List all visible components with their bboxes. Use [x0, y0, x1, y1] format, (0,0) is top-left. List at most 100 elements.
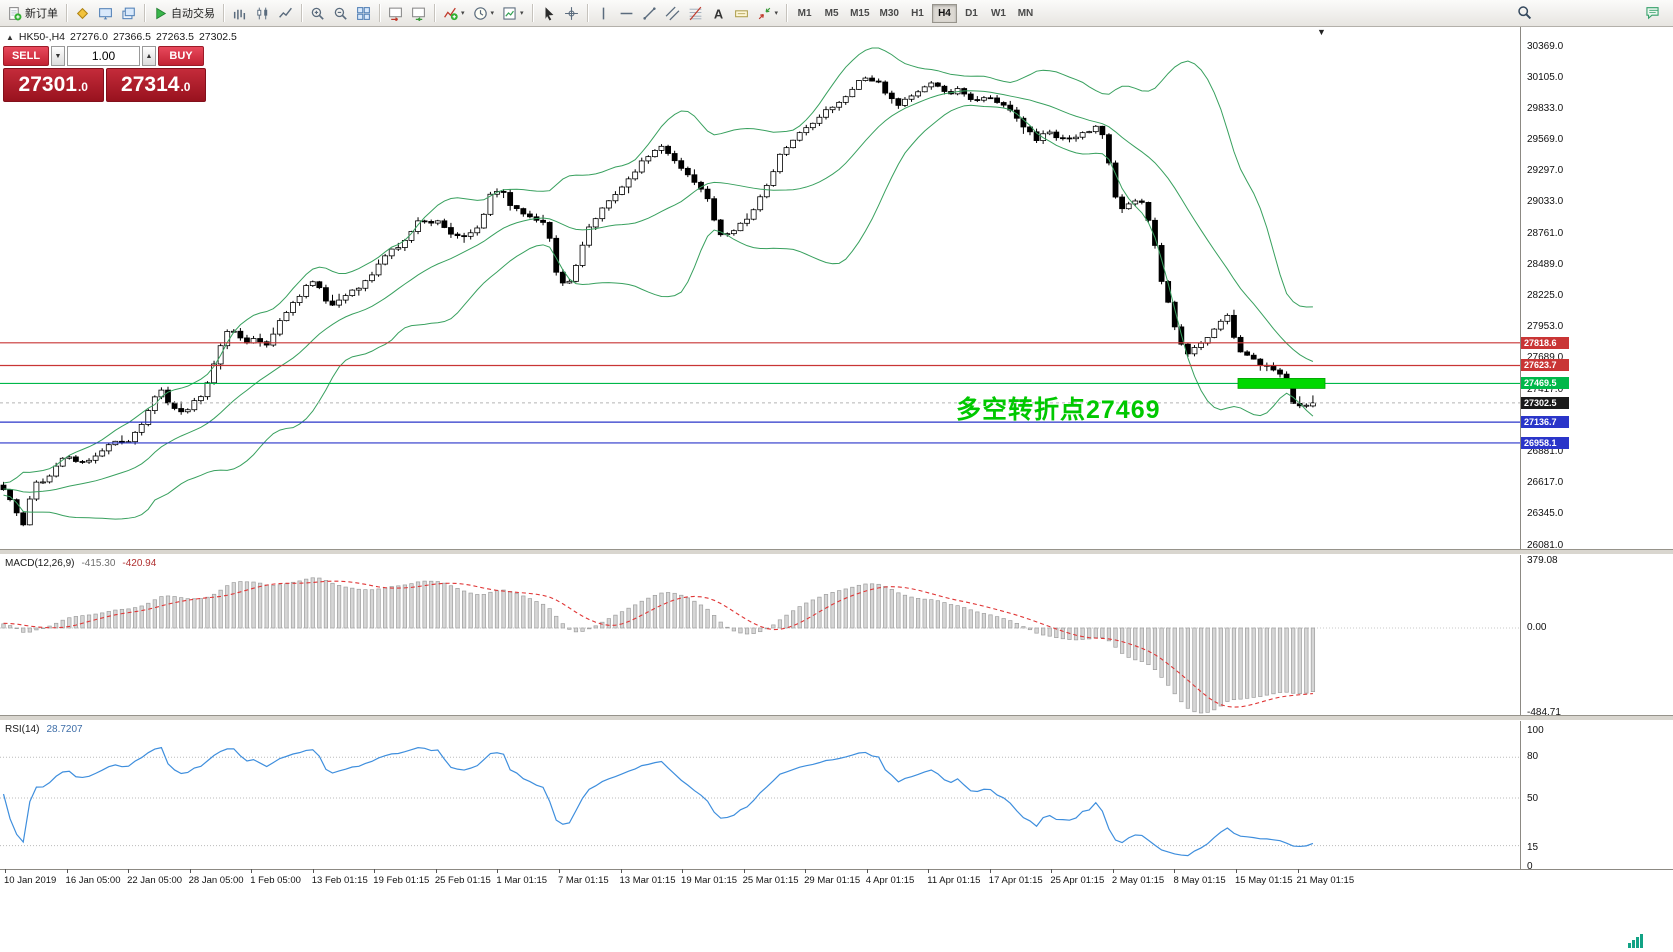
date-axis-label: 22 Jan 05:00: [127, 875, 183, 886]
rsi-panel-canvas[interactable]: [0, 721, 1520, 869]
community-chat-button[interactable]: [1641, 1, 1664, 23]
date-axis-tick: [805, 869, 807, 873]
channel-icon: [665, 6, 680, 21]
price-level-tag[interactable]: 27302.5: [1521, 396, 1569, 409]
tile-icon: [356, 6, 371, 21]
charts-toggle-button[interactable]: [71, 2, 94, 24]
dropdown-caret-icon: ▾: [520, 10, 524, 17]
zoom-out-button[interactable]: [329, 2, 352, 24]
market-watch-button[interactable]: [94, 2, 117, 24]
main-chart-canvas[interactable]: [0, 27, 1520, 549]
macd-signal-line: [3, 580, 1313, 708]
trendline-button[interactable]: [638, 2, 661, 24]
date-axis-label: 21 May 01:15: [1296, 875, 1355, 886]
periods-button[interactable]: ▾: [469, 2, 499, 24]
volume-decrease-button[interactable]: ▼: [51, 46, 65, 66]
buy-price-display[interactable]: 27314.0: [105, 68, 206, 102]
timeframe-m30-button[interactable]: M30: [879, 7, 899, 19]
date-axis-tick: [66, 869, 68, 873]
chart-text-annotation[interactable]: 多空转折点27469: [956, 396, 1161, 424]
timeframe-mn-button[interactable]: MN: [1017, 7, 1034, 19]
zoom-in-icon: [310, 6, 325, 21]
toolbar-separator: [223, 4, 224, 22]
line-chart-button[interactable]: [274, 2, 297, 24]
autotrading-button[interactable]: 自动交易: [149, 2, 219, 24]
dropdown-caret-icon: ▾: [490, 10, 495, 17]
vertical-line-button[interactable]: [592, 2, 615, 24]
buy-button[interactable]: BUY: [158, 46, 204, 66]
template-icon: [502, 6, 517, 21]
timeframe-m5-button[interactable]: M5: [824, 7, 839, 19]
price-axis-label: 28489.0: [1527, 258, 1564, 270]
equidistant-channel-button[interactable]: [661, 2, 684, 24]
navigator-button[interactable]: [117, 2, 140, 24]
text-icon: A: [711, 6, 726, 21]
new-order-button[interactable]: 新订单: [3, 2, 62, 24]
search-button[interactable]: [1513, 1, 1536, 23]
cursor-button[interactable]: [537, 2, 560, 24]
macd-panel-canvas[interactable]: [0, 555, 1520, 715]
macd-axis-label: -484.71: [1527, 707, 1561, 718]
templates-button[interactable]: ▾: [498, 2, 528, 24]
price-level-tag[interactable]: 27623.7: [1521, 359, 1569, 372]
zoom-in-button[interactable]: [306, 2, 329, 24]
rsi-axis-label: 0: [1527, 860, 1533, 872]
date-axis-label: 25 Mar 01:15: [742, 875, 799, 886]
macd-value-signal: -420.94: [122, 558, 157, 569]
rsi-indicator-label: RSI(14) 28.7207: [5, 724, 83, 735]
text-button[interactable]: A: [707, 2, 730, 24]
price-level-tag[interactable]: 27469.5: [1521, 377, 1569, 390]
fibonacci-button[interactable]: [684, 2, 707, 24]
tile-windows-button[interactable]: [352, 2, 375, 24]
level-lines: [0, 342, 1520, 444]
auto-scroll-button[interactable]: [384, 2, 407, 24]
fibo-icon: [688, 6, 703, 21]
price-axis-label: 30369.0: [1527, 40, 1564, 52]
rsi-axis-label: 50: [1527, 792, 1539, 804]
candlestick-chart-button[interactable]: [251, 2, 274, 24]
timeframe-w1-button[interactable]: W1: [990, 7, 1006, 19]
timeframe-h1-button[interactable]: H1: [911, 7, 924, 19]
arrows-button[interactable]: ▾: [753, 2, 783, 24]
price-axis-label: 30105.0: [1527, 71, 1564, 83]
date-axis-label: 8 May 01:15: [1173, 875, 1226, 886]
timeframe-m15-button[interactable]: M15: [850, 7, 870, 19]
panel-splitter[interactable]: [0, 549, 1673, 555]
clock-icon: [473, 6, 488, 21]
rsi-value: 28.7207: [46, 724, 83, 735]
timeframe-h4-button[interactable]: H4: [931, 3, 957, 23]
collapse-panel-icon[interactable]: ▲: [6, 32, 14, 42]
bar-low: 27263.5: [155, 31, 194, 43]
timeframe-d1-button[interactable]: D1: [965, 7, 978, 19]
label-icon: [734, 6, 749, 21]
price-axis-label: 26881.0: [1527, 445, 1564, 457]
date-axis-label: 1 Mar 01:15: [496, 875, 548, 886]
chart-shift-marker-icon[interactable]: ▼: [1317, 27, 1326, 37]
price-axis-label: 29569.0: [1527, 134, 1564, 146]
chart-shift-button[interactable]: [407, 2, 430, 24]
price-level-tag[interactable]: 27818.6: [1521, 336, 1569, 349]
crosshair-button[interactable]: [560, 2, 583, 24]
date-axis-tick: [682, 869, 684, 873]
volume-increase-button[interactable]: ▲: [142, 46, 156, 66]
date-axis-label: 13 Mar 01:15: [619, 875, 676, 886]
bar-chart-button[interactable]: [228, 2, 251, 24]
macd-histogram: [1, 577, 1316, 714]
text-label-button[interactable]: [730, 2, 753, 24]
sell-price-display[interactable]: 27301.0: [3, 68, 104, 102]
date-axis-tick: [435, 869, 437, 873]
volume-input[interactable]: [67, 46, 140, 66]
sell-button[interactable]: SELL: [3, 46, 49, 66]
rsi-line: [2, 746, 1314, 857]
price-level-tag[interactable]: 26958.1: [1521, 436, 1569, 449]
arrows-icon: [757, 6, 772, 21]
date-axis-tick: [866, 869, 868, 873]
timeframe-m1-button[interactable]: M1: [797, 7, 812, 19]
price-axis-label: 29033.0: [1527, 196, 1564, 208]
price-level-tag[interactable]: 27136.7: [1521, 416, 1569, 429]
rsi-axis-label: 15: [1527, 841, 1539, 853]
bar-close: 27302.5: [198, 31, 237, 43]
panel-splitter[interactable]: [0, 715, 1673, 721]
horizontal-line-button[interactable]: [615, 2, 638, 24]
indicators-button[interactable]: ▾: [439, 2, 469, 24]
